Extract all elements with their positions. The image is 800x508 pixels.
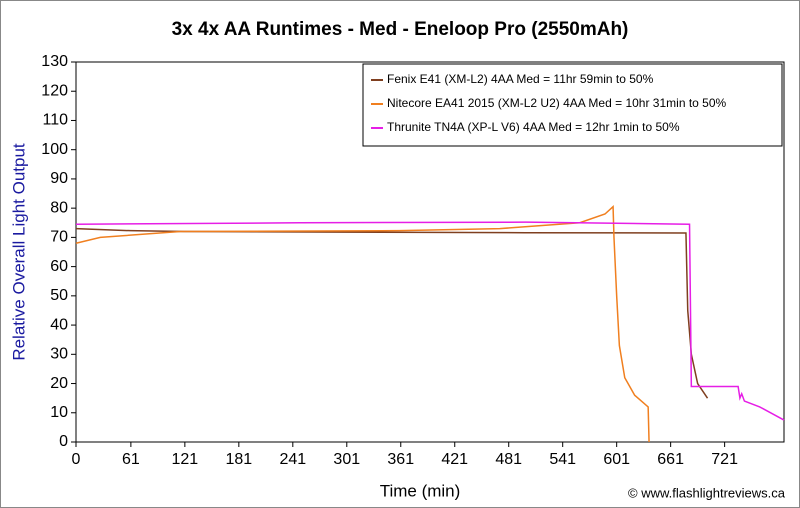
legend-label: Fenix E41 (XM-L2) 4AA Med = 11hr 59min t… <box>387 72 654 86</box>
x-tick-label: 121 <box>172 451 199 468</box>
y-tick-label: 100 <box>41 141 68 158</box>
x-tick-label: 181 <box>225 451 252 468</box>
x-tick-label: 721 <box>711 451 738 468</box>
x-tick-label: 241 <box>279 451 306 468</box>
legend-label: Thrunite TN4A (XP-L V6) 4AA Med = 12hr 1… <box>387 120 680 134</box>
y-tick-label: 10 <box>50 404 68 421</box>
x-tick-label: 421 <box>441 451 468 468</box>
x-tick-label: 361 <box>387 451 414 468</box>
x-tick-label: 541 <box>549 451 576 468</box>
x-tick-label: 0 <box>72 451 81 468</box>
x-tick-label: 601 <box>603 451 630 468</box>
x-tick-label: 661 <box>657 451 684 468</box>
y-tick-label: 0 <box>59 433 68 450</box>
credit: © www.flashlightreviews.ca <box>628 485 786 500</box>
y-tick-label: 130 <box>41 53 68 70</box>
x-tick-label: 301 <box>333 451 360 468</box>
series-line <box>75 205 650 443</box>
y-tick-label: 20 <box>50 375 68 392</box>
legend: Fenix E41 (XM-L2) 4AA Med = 11hr 59min t… <box>362 63 783 147</box>
x-tick-label: 481 <box>495 451 522 468</box>
y-tick-label: 90 <box>50 170 68 187</box>
legend-box <box>362 63 783 147</box>
y-tick-label: 70 <box>50 229 68 246</box>
y-tick-label: 30 <box>50 346 68 363</box>
y-tick-label: 110 <box>42 112 68 129</box>
y-tick-label: 50 <box>50 287 68 304</box>
legend-label: Nitecore EA41 2015 (XM-L2 U2) 4AA Med = … <box>387 96 727 110</box>
y-tick-label: 120 <box>41 82 68 99</box>
chart-title: 3x 4x AA Runtimes - Med - Eneloop Pro (2… <box>172 19 629 40</box>
series-line <box>75 221 785 421</box>
x-tick-label: 61 <box>122 451 140 468</box>
y-tick-label: 60 <box>50 258 68 275</box>
series-line <box>75 227 709 399</box>
x-axis-label: Time (min) <box>380 481 461 500</box>
y-axis-label: Relative Overall Light Output <box>9 143 28 361</box>
y-tick-label: 80 <box>50 199 68 216</box>
y-tick-label: 40 <box>50 316 68 333</box>
